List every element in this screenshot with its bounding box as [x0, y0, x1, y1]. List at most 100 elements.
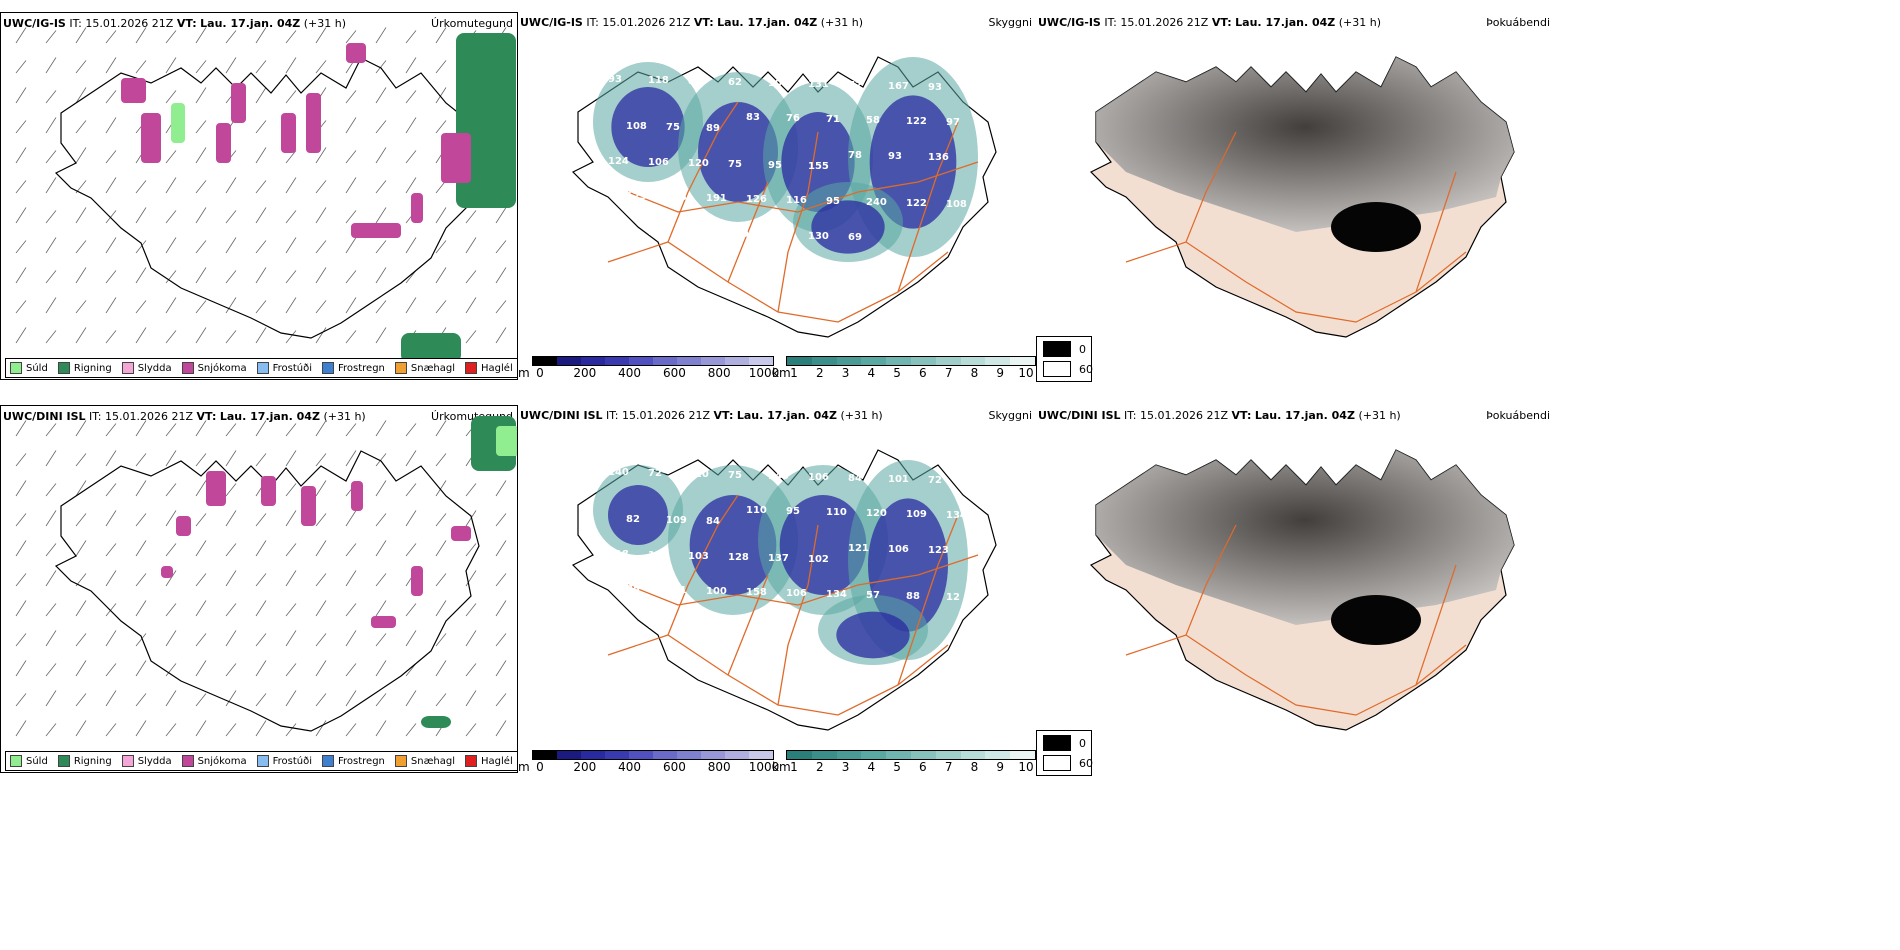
road-network	[607, 494, 979, 716]
colorbar-tick: 6	[919, 760, 927, 774]
cloud-base-area	[811, 200, 885, 254]
panel-title: UWC/IG-IS IT: 15.01.2026 21Z VT: Lau. 17…	[520, 16, 864, 29]
colorbar-tick: 400	[618, 366, 642, 380]
cloud-base-label: 72	[928, 475, 942, 486]
cloud-base-label: 89	[706, 123, 720, 134]
cloud-base-label: 122	[906, 198, 927, 209]
cloud-base-label: 100	[706, 586, 727, 597]
colorbar-tick: 1	[790, 760, 798, 774]
fog-index-field	[1096, 57, 1514, 232]
legend-item: Snjókoma	[181, 362, 247, 374]
fog-map[interactable]	[1036, 405, 1554, 773]
snow-area	[306, 93, 321, 153]
cloud-base-label: 122	[906, 116, 927, 127]
cloud-base-label: 155	[808, 161, 829, 172]
legend-swatch	[256, 755, 269, 767]
colorbar-tick: 3	[841, 760, 850, 774]
precip-map[interactable]	[1, 13, 518, 380]
colorbar-strip	[532, 356, 774, 366]
height-colorbar-bottom: m 0 200 400 600 800 1000	[518, 750, 779, 780]
colorbar-tick: 9	[996, 760, 1005, 774]
visibility-panel-top: UWC/IG-IS IT: 15.01.2026 21Z VT: Lau. 17…	[518, 12, 1036, 380]
cloud-base-label: 108	[626, 121, 647, 132]
road-network	[1125, 131, 1467, 323]
colorbar-tick: 4	[867, 760, 876, 774]
precip-map[interactable]	[1, 406, 518, 773]
colorbar-tick: 0	[536, 366, 544, 380]
drizzle-area	[496, 426, 517, 456]
snow-area	[231, 83, 246, 123]
colorbar-strip	[786, 356, 1036, 366]
cloud-base-label: 84	[848, 473, 862, 484]
fog-legend-item: 60	[1043, 755, 1093, 771]
cloud-base-label: 119	[728, 229, 749, 240]
legend-item: Snæhagl	[394, 755, 456, 767]
colorbar-unit: m	[518, 366, 530, 380]
colorbar-tick: 9	[996, 366, 1005, 380]
cloud-base-label: 95	[786, 506, 800, 517]
snow-area	[216, 123, 231, 163]
road-network	[1125, 524, 1467, 716]
cloud-base-label: 218	[666, 192, 687, 203]
cloud-base-label: 136	[928, 152, 949, 163]
cloud-base-label: 104	[608, 226, 629, 237]
panel-title: UWC/DINI ISL IT: 15.01.2026 21Z VT: Lau.…	[3, 410, 366, 423]
cloud-base-area	[836, 611, 910, 659]
legend-item: Snæhagl	[394, 362, 456, 374]
cloud-base-label: 106	[786, 588, 807, 599]
snow-area	[411, 566, 423, 596]
colorbar-strip	[532, 750, 774, 760]
cloud-base-label: 109	[666, 515, 687, 526]
cloud-base-label: 97	[946, 117, 960, 128]
cloud-base-label: 116	[786, 195, 807, 206]
colorbar-unit: km	[772, 760, 791, 774]
colorbar-unit: km	[772, 366, 791, 380]
colorbar-tick: 10	[1018, 760, 1034, 774]
colorbar-tick: 8	[970, 760, 979, 774]
colorbar-tick: 0	[536, 760, 544, 774]
precip-panel-top: UWC/IG-IS IT: 15.01.2026 21Z VT: Lau. 17…	[0, 12, 518, 380]
cloud-base-label: 84	[706, 516, 720, 527]
cloud-base-label: 120	[866, 508, 887, 519]
fog-legend-item: 0	[1043, 341, 1086, 357]
legend-label: Frostúði	[272, 755, 312, 767]
colorbar-tick: 200	[573, 366, 597, 380]
cloud-base-label: 93	[888, 151, 902, 162]
legend-label: Frostregn	[338, 755, 385, 767]
legend-item: Frostregn	[322, 755, 385, 767]
fog-legend-bottom: 0 60	[1036, 730, 1093, 776]
wind-barbs	[15, 420, 507, 737]
snow-area	[351, 223, 401, 238]
height-colorbar-top: m 0 200 400 600 800 1000	[518, 356, 779, 386]
cloud-base-label: 76	[786, 113, 800, 124]
cloud-base-label: 78	[848, 150, 862, 161]
fog-legend-swatch	[1043, 755, 1071, 771]
cloud-base-area	[611, 87, 685, 167]
legend-label: Haglél	[481, 755, 513, 767]
cloud-base-area	[779, 495, 867, 595]
cloud-base-label: 191	[706, 193, 727, 204]
cloud-base-label: 100	[648, 550, 669, 561]
rain-area	[401, 333, 461, 363]
legend-item: Slydda	[121, 755, 172, 767]
legend-label: Snæhagl	[410, 755, 456, 767]
cloud-base-label: 131	[808, 79, 829, 90]
cloud-base-label: 120	[688, 469, 709, 480]
colorbar-tick: 800	[707, 760, 731, 774]
cloud-base-label: 85	[626, 584, 640, 595]
colorbar-tick: 5	[893, 760, 901, 774]
legend-label: Snjókoma	[197, 362, 247, 374]
cloud-base-label: 121	[848, 543, 869, 554]
cloud-base-area	[608, 485, 668, 545]
fog-map[interactable]	[1036, 12, 1554, 380]
legend-label: Súld	[26, 362, 48, 374]
legend-swatch	[121, 755, 134, 767]
legend-item: Frostregn	[322, 362, 385, 374]
colorbar-unit: m	[518, 760, 530, 774]
colorbar-tick: 3	[841, 366, 850, 380]
legend-swatch	[57, 362, 70, 374]
panel-title: UWC/IG-IS IT: 15.01.2026 21Z VT: Lau. 17…	[3, 17, 347, 30]
legend-label: Snæhagl	[410, 362, 456, 374]
